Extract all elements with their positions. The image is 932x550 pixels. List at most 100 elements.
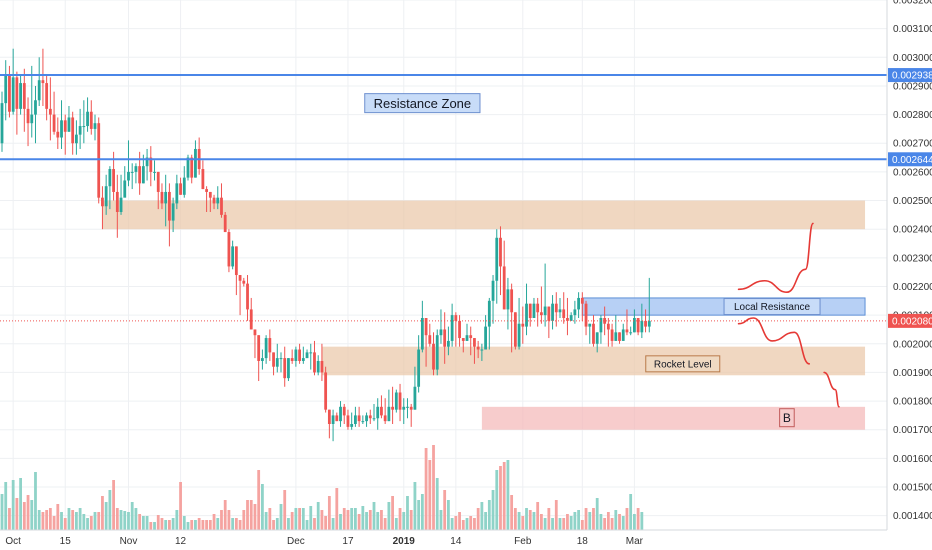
- projection-arrows: [737, 222, 840, 408]
- volume-bar: [398, 508, 402, 530]
- candle-body: [428, 335, 432, 344]
- volume-bar: [476, 508, 480, 530]
- candle-body: [212, 197, 216, 204]
- candle-body: [253, 329, 257, 336]
- candles: [0, 48, 651, 442]
- candle-body: [130, 171, 134, 173]
- time-axis[interactable]: Oct 15 Nov 12 Dec 17 2019 14 Feb 18 Mar: [5, 536, 643, 547]
- volume-bar: [383, 518, 387, 530]
- y-tick-label: 0.001800: [893, 397, 932, 408]
- y-tick-label: 0.001500: [893, 483, 932, 494]
- volume-bar: [141, 516, 145, 530]
- candle-body: [309, 352, 313, 354]
- volume-bar: [197, 518, 201, 530]
- candle-body: [465, 335, 469, 341]
- volume-bar: [592, 508, 595, 530]
- x-tick-label: Nov: [120, 536, 138, 547]
- volume-bar: [357, 514, 361, 530]
- candle-body: [469, 335, 473, 339]
- candle-body: [577, 297, 580, 310]
- y-tick-label: 0.001900: [893, 368, 932, 379]
- volume-bar: [104, 502, 108, 530]
- candle-body: [517, 323, 521, 347]
- volume-bar: [339, 514, 342, 530]
- candle-body: [528, 303, 532, 318]
- b-label-box: [779, 408, 795, 428]
- candle-body: [190, 157, 194, 178]
- candle-body: [525, 303, 528, 327]
- volume-bar: [30, 500, 34, 530]
- volume-bar: [361, 506, 365, 530]
- price-tag-label: 0.002080: [892, 316, 932, 327]
- volume-bar: [264, 512, 268, 530]
- candle-body: [301, 358, 305, 361]
- annotations: Resistance Zone Local Resistance Rocket Le…: [364, 93, 821, 428]
- volume-bar: [502, 462, 506, 530]
- price-tag-box: [888, 152, 932, 167]
- x-tick-label: 14: [450, 536, 462, 547]
- volume-bar: [513, 508, 517, 530]
- y-tick-label: 0.002300: [893, 253, 932, 264]
- volume-bar: [101, 496, 104, 530]
- volume-bar: [208, 520, 212, 530]
- y-tick-label: 0.002400: [893, 225, 932, 236]
- volume-bar: [220, 510, 223, 530]
- candle-body: [588, 323, 592, 327]
- volume-bar: [238, 520, 242, 530]
- x-tick-label: Oct: [5, 536, 21, 547]
- volume-bar: [201, 520, 205, 530]
- volume-bar: [584, 508, 588, 530]
- candle-body: [186, 157, 190, 178]
- volume-bar: [112, 480, 115, 530]
- candle-body: [112, 169, 115, 192]
- candle-body: [536, 303, 540, 313]
- volume-bar: [89, 516, 93, 530]
- candle-body: [350, 424, 354, 427]
- volume-bar: [164, 520, 168, 530]
- volume-bar: [56, 504, 60, 530]
- volume-bar: [60, 512, 63, 530]
- x-tick-label: 12: [175, 536, 187, 547]
- candle-body: [543, 306, 547, 316]
- candle-body: [610, 329, 614, 341]
- local-resistance-box: [723, 298, 821, 316]
- volume-bar: [625, 508, 629, 530]
- volume-bar: [305, 520, 309, 530]
- candle-body: [238, 275, 242, 281]
- volume-bar: [391, 496, 394, 530]
- volume-bar: [301, 508, 305, 530]
- resistance-zone-box: [364, 93, 481, 114]
- candle-body: [569, 315, 573, 321]
- candle-body: [261, 358, 264, 361]
- volume-bar: [41, 512, 45, 530]
- volume-bar: [562, 518, 566, 530]
- horizontal-lines[interactable]: [0, 74, 887, 322]
- volume-bar: [153, 522, 156, 530]
- volume-bar: [298, 508, 301, 530]
- candle-body: [629, 332, 633, 334]
- volume-bar: [324, 516, 328, 530]
- candle-body: [37, 80, 41, 101]
- x-tick-label: Dec: [287, 536, 305, 547]
- volume-bar: [636, 508, 640, 530]
- volume-bar: [610, 518, 614, 530]
- candle-body: [34, 100, 37, 115]
- candle-body: [376, 406, 380, 419]
- candle-body: [476, 346, 480, 350]
- candle-body: [93, 123, 97, 129]
- candle-body: [56, 131, 60, 138]
- volume-bar: [413, 482, 417, 530]
- candle-body: [268, 338, 272, 353]
- candle-body: [447, 340, 450, 347]
- x-tick-label: 2019: [393, 536, 416, 547]
- candle-body: [424, 318, 428, 336]
- candle-body: [234, 246, 238, 276]
- candle-body: [420, 318, 424, 350]
- candle-body: [361, 421, 365, 423]
- candle-body: [216, 197, 220, 204]
- volume-bar: [499, 466, 502, 530]
- volume-bar: [257, 470, 261, 530]
- volume-bar: [532, 512, 536, 530]
- candle-body: [398, 392, 402, 410]
